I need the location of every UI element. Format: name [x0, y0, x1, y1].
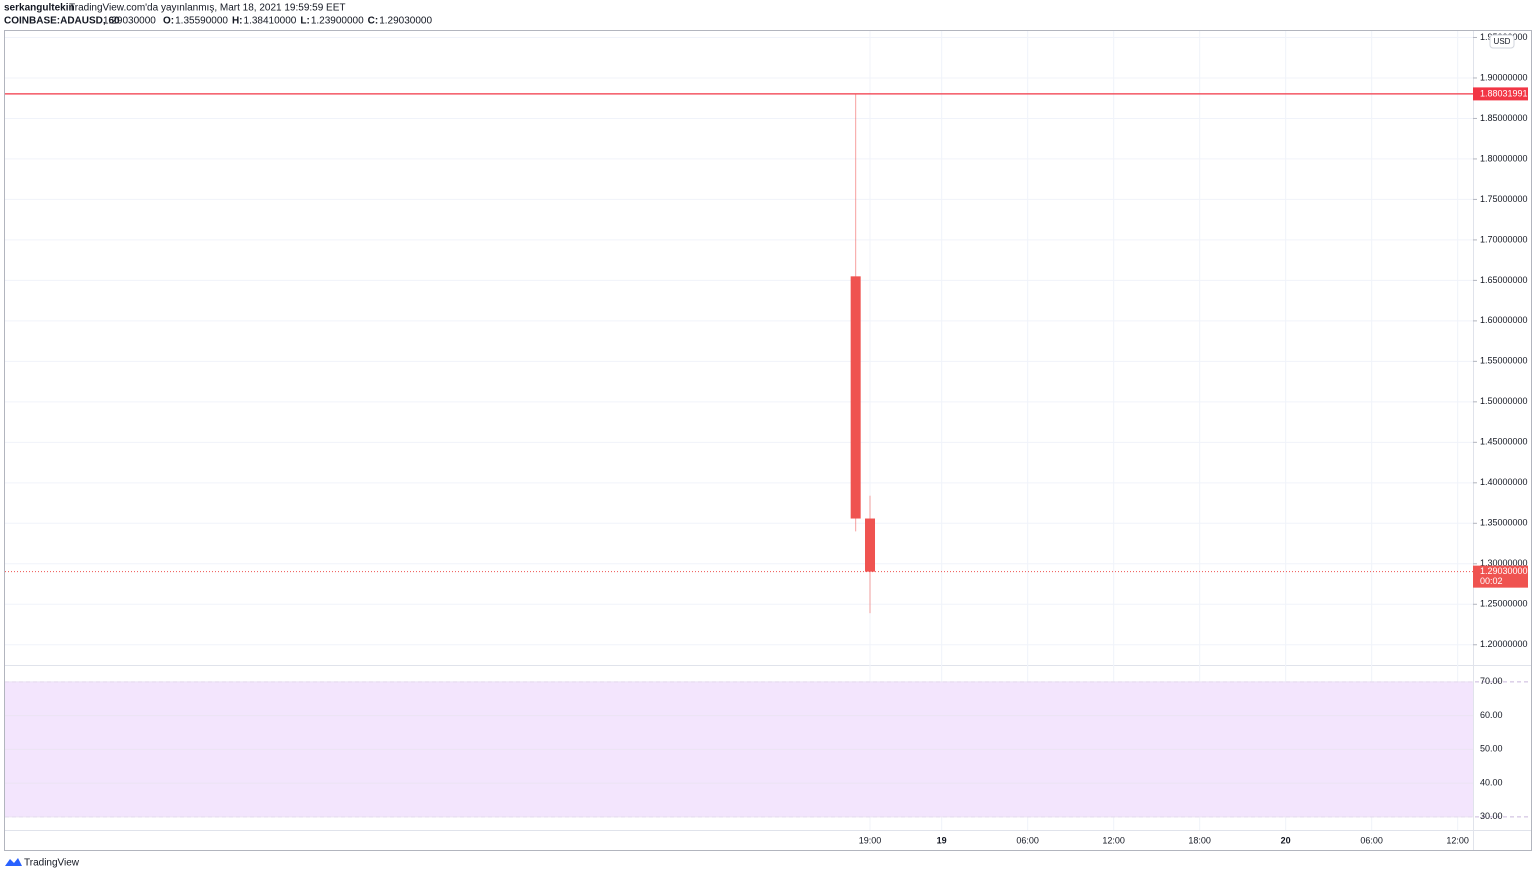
ohlc-legend: O: 1.35590000 H: 1.38410000 L: 1.23900000 C: 1.…	[163, 16, 432, 27]
y-tick-label: 1.55000000	[1480, 356, 1528, 366]
y-tick-label: 40.00	[1480, 777, 1503, 787]
y-tick-label: 1.85000000	[1480, 113, 1528, 123]
y-tick-label: 1.50000000	[1480, 396, 1528, 406]
candle-body	[865, 518, 876, 572]
y-tick-label: 60.00	[1480, 710, 1503, 720]
last-price-badge	[1473, 565, 1528, 588]
y-tick-label: 1.75000000	[1480, 194, 1528, 204]
ohlc-label: C:	[368, 16, 379, 27]
ohlc-value: 1.35590000	[175, 16, 228, 27]
x-tick-label: 19	[937, 835, 947, 845]
x-tick-label: 20	[1281, 835, 1291, 845]
currency: USD	[1494, 37, 1511, 46]
y-tick-label: 1.90000000	[1480, 72, 1528, 82]
logo	[5, 858, 22, 866]
currency-badge[interactable]	[1489, 34, 1515, 49]
last-value: 1.29030000	[103, 16, 156, 27]
candle-body	[850, 276, 861, 519]
ohlc-label: O:	[163, 16, 174, 27]
ohlc-value: 1.23900000	[311, 16, 364, 27]
ohlc-value: 1.38410000	[244, 16, 297, 27]
y-tick-label: 1.40000000	[1480, 477, 1528, 487]
countdown: 00:02	[1480, 576, 1503, 586]
published: TradingView.com'da yayınlanmış, Mart 18,…	[69, 3, 346, 14]
y-tick-label: 1.80000000	[1480, 153, 1528, 163]
author: serkangultekin	[4, 3, 75, 14]
symbol: COINBASE:ADAUSD, 60	[4, 16, 120, 27]
frame	[4, 30, 1532, 851]
ohlc-value: 1.29030000	[379, 16, 432, 27]
x-tick-label: 06:00	[1016, 835, 1039, 845]
y-tick-label: 1.65000000	[1480, 275, 1528, 285]
x-tick-label: 18:00	[1188, 835, 1211, 845]
y-tick-label: 70.00	[1480, 676, 1503, 686]
y-tick-label: 30.00	[1480, 811, 1503, 821]
ohlc-label: L:	[300, 16, 309, 27]
hline-label: 1.88031991	[1480, 88, 1528, 98]
x-tick-label: 12:00	[1446, 835, 1469, 845]
hline-badge	[1473, 87, 1528, 101]
y-tick-label: 1.30000000	[1480, 558, 1528, 568]
brand: TradingView	[24, 858, 80, 869]
x-tick-label: 19:00	[859, 835, 882, 845]
ohlc-label: H:	[232, 16, 243, 27]
y-tick-label: 1.25000000	[1480, 599, 1528, 609]
y-tick-label: 1.45000000	[1480, 437, 1528, 447]
y-tick-label: 50.00	[1480, 744, 1503, 754]
y-tick-label: 1.20000000	[1480, 639, 1528, 649]
y-tick-label: 1.70000000	[1480, 234, 1528, 244]
y-tick-label: 1.60000000	[1480, 315, 1528, 325]
last-price-label: 1.29030000	[1480, 566, 1528, 576]
x-tick-label: 06:00	[1360, 835, 1383, 845]
y-tick-label: 1.35000000	[1480, 518, 1528, 528]
x-tick-label: 12:00	[1102, 835, 1125, 845]
